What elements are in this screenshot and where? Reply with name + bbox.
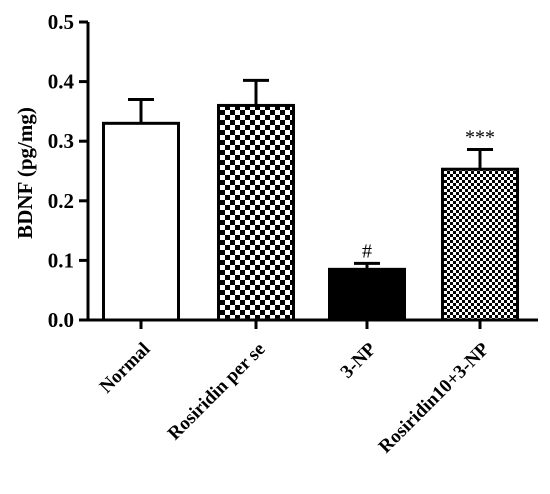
bars: # *** [102,78,519,322]
y-axis-label: BDNF (pg/mg) [13,107,37,239]
significance-annotation: # [362,240,372,262]
y-tick-label: 0.1 [48,248,74,272]
x-tick-label: Normal [96,339,155,398]
y-tick-label: 0.3 [48,129,74,153]
y-tick-label: 0.2 [48,189,74,213]
x-tick-label: Rosiridin10+3-NP [375,338,494,457]
bar-rosiridin10-3-np [441,167,519,322]
x-tick-label: 3-NP [337,338,381,382]
x-axis-ticks: Normal Rosiridin per se 3-NPRosiridin10+3-… [96,320,494,457]
significance-annotation: *** [465,127,495,149]
y-tick-label: 0.5 [48,10,74,34]
bar-3-np [328,267,406,322]
y-tick-label: 0.4 [48,70,75,94]
x-tick-label: Rosiridin per se [164,339,270,445]
bar-normal [102,121,180,322]
y-axis-ticks: 0.0 0.1 0.2 0.3 0.4 0.5 [48,10,88,332]
y-tick-label: 0.0 [48,308,74,332]
bar-rosiridin-per-se [217,103,295,322]
